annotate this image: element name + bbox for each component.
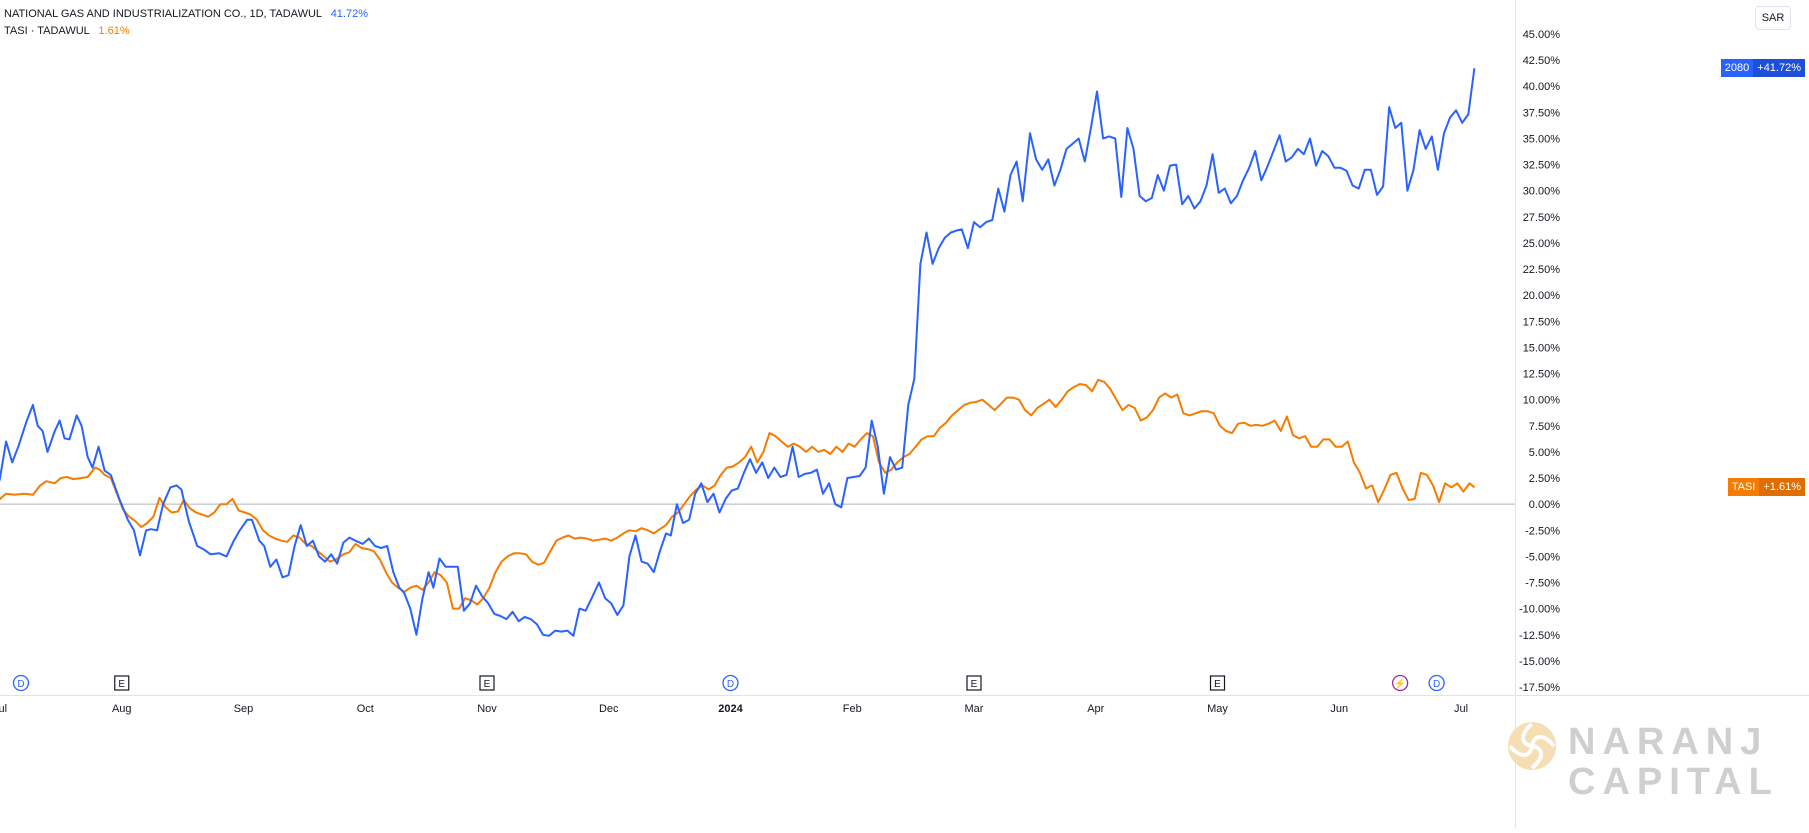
y-tick-label: 30.00% xyxy=(1523,186,1561,198)
y-tick-label: 12.50% xyxy=(1523,369,1561,381)
x-tick-label: Apr xyxy=(1087,703,1104,715)
y-tick-label: -15.00% xyxy=(1519,656,1560,668)
x-tick-label: Jul xyxy=(1454,703,1468,715)
dividend-marker-label: D xyxy=(1433,679,1440,690)
y-tick-label: -10.00% xyxy=(1519,604,1560,616)
x-tick-label: Oct xyxy=(357,703,374,715)
series-layer xyxy=(0,68,1476,637)
badge-secondary-value: +1.61% xyxy=(1759,478,1805,497)
dividend-marker-label: D xyxy=(17,679,24,690)
split-marker-label: ⚡ xyxy=(1394,677,1406,690)
currency-button[interactable]: SAR xyxy=(1755,6,1791,30)
split-marker[interactable] xyxy=(1391,674,1409,692)
dividend-marker[interactable] xyxy=(12,674,30,692)
earnings-marker[interactable] xyxy=(966,675,982,691)
y-tick-label: 25.00% xyxy=(1523,238,1561,250)
y-tick-label: 37.50% xyxy=(1523,107,1561,119)
dividend-marker-label: D xyxy=(727,679,734,690)
y-tick-label: -17.50% xyxy=(1519,682,1560,694)
y-tick-label: 17.50% xyxy=(1523,316,1561,328)
y-tick-label: -12.50% xyxy=(1519,630,1560,642)
earnings-marker-label: E xyxy=(1214,679,1221,690)
y-tick-label: -7.50% xyxy=(1525,578,1560,590)
y-tick-label: -2.50% xyxy=(1525,525,1560,537)
y-tick-label: 10.00% xyxy=(1523,395,1561,407)
y-tick-label: 40.00% xyxy=(1523,81,1561,93)
series-line-2080[interactable] xyxy=(0,68,1476,637)
y-tick-label: 35.00% xyxy=(1523,133,1561,145)
event-markers: D E E D E E ⚡ D xyxy=(12,674,1445,692)
y-tick-label: 5.00% xyxy=(1529,447,1560,459)
price-badge-primary: 2080 +41.72% xyxy=(1720,59,1805,78)
x-tick-label: Jun xyxy=(1330,703,1348,715)
earnings-marker-label: E xyxy=(484,679,491,690)
x-tick-label: Aug xyxy=(112,703,132,715)
dividend-marker[interactable] xyxy=(722,674,739,692)
y-axis: 45.00% 42.50% 40.00% 37.50% 35.00% 32.50% 30.0… xyxy=(1515,0,1561,828)
x-tick-label: Jul xyxy=(0,703,7,715)
x-tick-label: Dec xyxy=(599,703,619,715)
badge-primary-symbol: 2080 xyxy=(1720,59,1754,78)
legend-primary-name: NATIONAL GAS AND INDUSTRIALIZATION CO., … xyxy=(4,8,322,20)
x-tick-label: Sep xyxy=(234,703,254,715)
y-tick-label: 22.50% xyxy=(1523,264,1561,276)
x-tick-label: Feb xyxy=(843,703,862,715)
earnings-marker-label: E xyxy=(118,679,125,690)
watermark-line2: CAPITAL xyxy=(1568,761,1779,803)
price-badge-secondary: TASI +1.61% xyxy=(1727,478,1805,497)
y-tick-label: -5.00% xyxy=(1525,551,1560,563)
legend-primary-value: 41.72% xyxy=(330,8,368,20)
legend-secondary-value: 1.61% xyxy=(98,25,130,37)
series-line-tasi[interactable] xyxy=(0,378,1476,610)
y-tick-label: 20.00% xyxy=(1523,290,1561,302)
y-tick-label: 15.00% xyxy=(1523,342,1561,354)
y-tick-label: 27.50% xyxy=(1523,212,1561,224)
watermark-logo: NARANJ CAPITAL xyxy=(1506,720,1772,803)
x-tick-label: 2024 xyxy=(718,703,743,715)
x-tick-label: Mar xyxy=(965,703,984,715)
earnings-marker[interactable] xyxy=(1209,675,1226,691)
earnings-marker[interactable] xyxy=(479,675,495,691)
y-tick-label: 0.00% xyxy=(1529,499,1560,511)
chart-legend: NATIONAL GAS AND INDUSTRIALIZATION CO., … xyxy=(4,6,368,40)
y-tick-label: 32.50% xyxy=(1523,160,1561,172)
x-tick-label: Nov xyxy=(477,703,497,715)
legend-secondary-name: TASI · TADAWUL xyxy=(4,25,90,37)
legend-row-primary[interactable]: NATIONAL GAS AND INDUSTRIALIZATION CO., … xyxy=(4,6,368,23)
watermark-line1: NARANJ xyxy=(1568,721,1769,763)
y-tick-label: 2.50% xyxy=(1529,473,1560,485)
y-tick-label: 42.50% xyxy=(1523,55,1561,67)
earnings-marker-label: E xyxy=(971,679,978,690)
x-tick-label: May xyxy=(1207,703,1228,715)
earnings-marker[interactable] xyxy=(114,675,130,691)
y-tick-label: 7.50% xyxy=(1529,421,1560,433)
y-tick-label: 45.00% xyxy=(1523,29,1561,41)
x-axis: Jul Aug Sep Oct Nov Dec 2024 Feb Mar Apr May Jun Jul xyxy=(0,695,1809,715)
watermark-sun-icon xyxy=(1508,722,1556,770)
dividend-marker[interactable] xyxy=(1428,674,1445,692)
badge-primary-value: +41.72% xyxy=(1753,59,1805,78)
legend-row-secondary[interactable]: TASI · TADAWUL 1.61% xyxy=(4,23,368,40)
badge-secondary-symbol: TASI xyxy=(1727,478,1760,497)
